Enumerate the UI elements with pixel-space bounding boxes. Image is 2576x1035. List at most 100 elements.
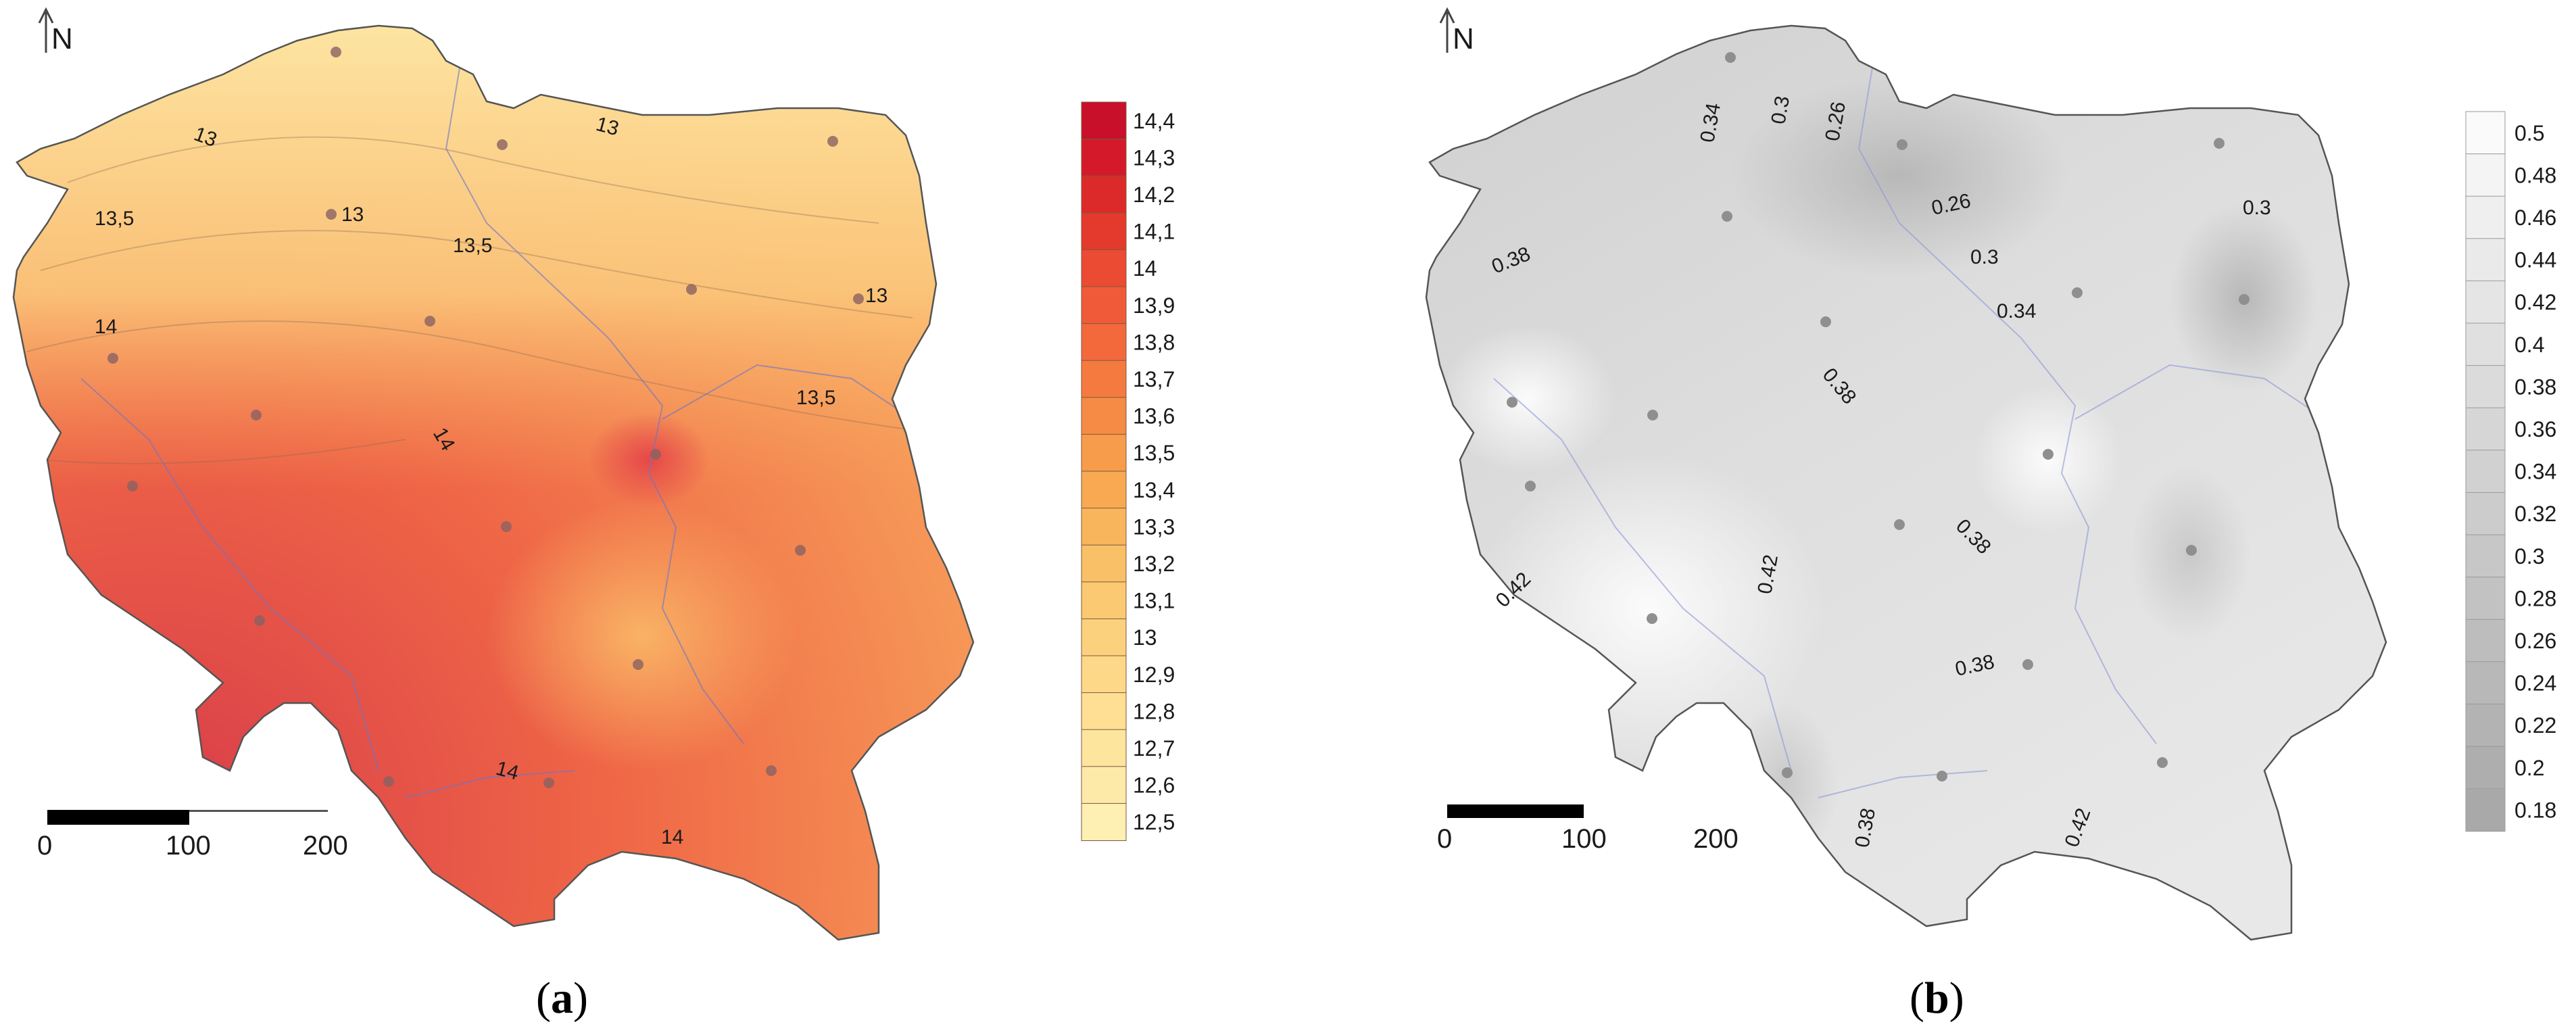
legend-label: 13,1 <box>1133 589 1175 613</box>
legend-swatch <box>1081 692 1127 731</box>
north-arrow-b: N <box>1439 7 1474 55</box>
legend-swatch <box>1081 397 1127 435</box>
legend-label: 12,7 <box>1133 736 1175 761</box>
legend-label: 0.46 <box>2514 206 2556 230</box>
legend-label: 0.4 <box>2514 333 2544 357</box>
legend-label: 13,3 <box>1133 514 1175 539</box>
contour-labels-a: 13 13 13 13,5 13,5 13 14 14 13,5 14 14 <box>95 113 888 848</box>
legend-swatch <box>1081 360 1127 398</box>
contour-label: 13 <box>341 203 364 226</box>
legend-label: 0.2 <box>2514 756 2544 780</box>
legend-swatch <box>1081 471 1127 509</box>
legend-label: 14,2 <box>1133 183 1175 207</box>
legend-swatch <box>1081 766 1127 804</box>
legend-label: 0.36 <box>2514 417 2556 441</box>
legend-label: 13,4 <box>1133 478 1175 502</box>
legend-label: 14 <box>1133 256 1157 281</box>
legend-swatch <box>2465 491 2506 536</box>
legend-label: 0.5 <box>2514 121 2544 145</box>
scale-tick: 200 <box>1693 824 1739 854</box>
scale-tick: 0 <box>1437 824 1452 854</box>
contour-label: 0.3 <box>1767 94 1794 126</box>
legend-label: 13,7 <box>1133 367 1175 391</box>
legend-label: 0.24 <box>2514 671 2556 696</box>
legend-swatch <box>2465 111 2506 155</box>
legend-swatch <box>1081 802 1127 842</box>
contour-label: 13 <box>865 285 888 307</box>
legend-swatch <box>2465 534 2506 578</box>
legend-swatch <box>2465 577 2506 621</box>
legend-label: 12,9 <box>1133 663 1175 687</box>
legend-swatch <box>1081 508 1127 546</box>
legend-label: 13,5 <box>1133 441 1175 465</box>
caption-a: (a) <box>536 973 588 1023</box>
legend-swatch <box>1081 581 1127 620</box>
panel-b: 0.34 0.3 0.26 0.26 0.3 0.3 0.38 0.34 0.3… <box>1425 7 2556 1023</box>
legend-swatch <box>2465 365 2506 409</box>
contour-label: 0.3 <box>1970 246 1999 268</box>
legend-swatch <box>1081 729 1127 767</box>
legend-swatch <box>2465 703 2506 748</box>
legend-label: 14,4 <box>1133 109 1175 133</box>
legend-label: 13,8 <box>1133 330 1175 354</box>
legend-swatch <box>1081 175 1127 214</box>
legend-label: 0.44 <box>2514 248 2556 272</box>
scale-bar-a: 0 100 200 <box>37 810 348 861</box>
legend-swatch <box>2465 322 2506 366</box>
legend-label: 12,6 <box>1133 773 1175 798</box>
legend-swatch <box>2465 619 2506 663</box>
legend-label: 12,5 <box>1133 810 1175 834</box>
legend-swatch <box>1081 101 1127 140</box>
map-a <box>14 26 973 940</box>
legend-label: 13,9 <box>1133 293 1175 318</box>
legend-a: 14,4 14,3 14,2 14,1 14 13,9 13,8 13,7 13,6 13,5 13… <box>1081 101 1175 842</box>
legend-label: 0.26 <box>2514 629 2556 653</box>
scale-tick: 200 <box>303 831 348 861</box>
legend-swatch <box>1081 323 1127 362</box>
legend-label: 0.38 <box>2514 375 2556 399</box>
scale-tick: 100 <box>1561 824 1607 854</box>
legend-label: 0.48 <box>2514 163 2556 187</box>
legend-label: 0.42 <box>2514 290 2556 314</box>
legend-swatch <box>2465 238 2506 282</box>
legend-label: 13,6 <box>1133 404 1175 429</box>
legend-label: 13,2 <box>1133 552 1175 576</box>
legend-label: 13 <box>1133 625 1157 650</box>
legend-swatch <box>2465 788 2506 832</box>
contour-label: 14 <box>661 826 683 848</box>
legend-swatch <box>2465 661 2506 705</box>
contour-label: 14 <box>95 316 117 338</box>
legend-b: 0.5 0.48 0.46 0.44 0.42 0.4 0.38 0.36 0.34 0.32 0.… <box>2465 111 2556 832</box>
legend-swatch <box>1081 286 1127 324</box>
north-arrow-a: N <box>38 7 73 55</box>
scale-bar-b: 0 100 200 <box>1437 804 1739 854</box>
legend-swatch <box>1081 249 1127 287</box>
legend-swatch <box>1081 139 1127 177</box>
contour-label: 13,5 <box>796 387 835 409</box>
caption-b: (b) <box>1910 973 1964 1023</box>
panel-a: 13 13 13 13,5 13,5 13 14 14 13,5 14 14 N… <box>12 7 1175 1023</box>
legend-swatch <box>1081 618 1127 657</box>
legend-label: 0.34 <box>2514 460 2556 484</box>
north-label: N <box>1453 22 1474 55</box>
legend-label: 14,1 <box>1133 220 1175 244</box>
legend-swatch <box>1081 212 1127 251</box>
scale-tick: 0 <box>37 831 52 861</box>
legend-label: 0.22 <box>2514 713 2556 738</box>
legend-swatch <box>2465 407 2506 451</box>
legend-label: 0.28 <box>2514 586 2556 610</box>
legend-swatch <box>2465 450 2506 494</box>
legend-swatch <box>2465 153 2506 197</box>
legend-label: 0.18 <box>2514 798 2556 822</box>
contour-label: 13,5 <box>95 208 134 230</box>
legend-label: 0.3 <box>2514 544 2544 569</box>
legend-swatch <box>2465 746 2506 790</box>
legend-swatch <box>1081 433 1127 473</box>
north-label: N <box>51 22 73 55</box>
contour-label: 0.3 <box>2243 197 2271 219</box>
legend-swatch <box>1081 544 1127 583</box>
legend-label: 0.32 <box>2514 502 2556 526</box>
legend-swatch <box>2465 195 2506 239</box>
legend-label: 12,8 <box>1133 699 1175 723</box>
